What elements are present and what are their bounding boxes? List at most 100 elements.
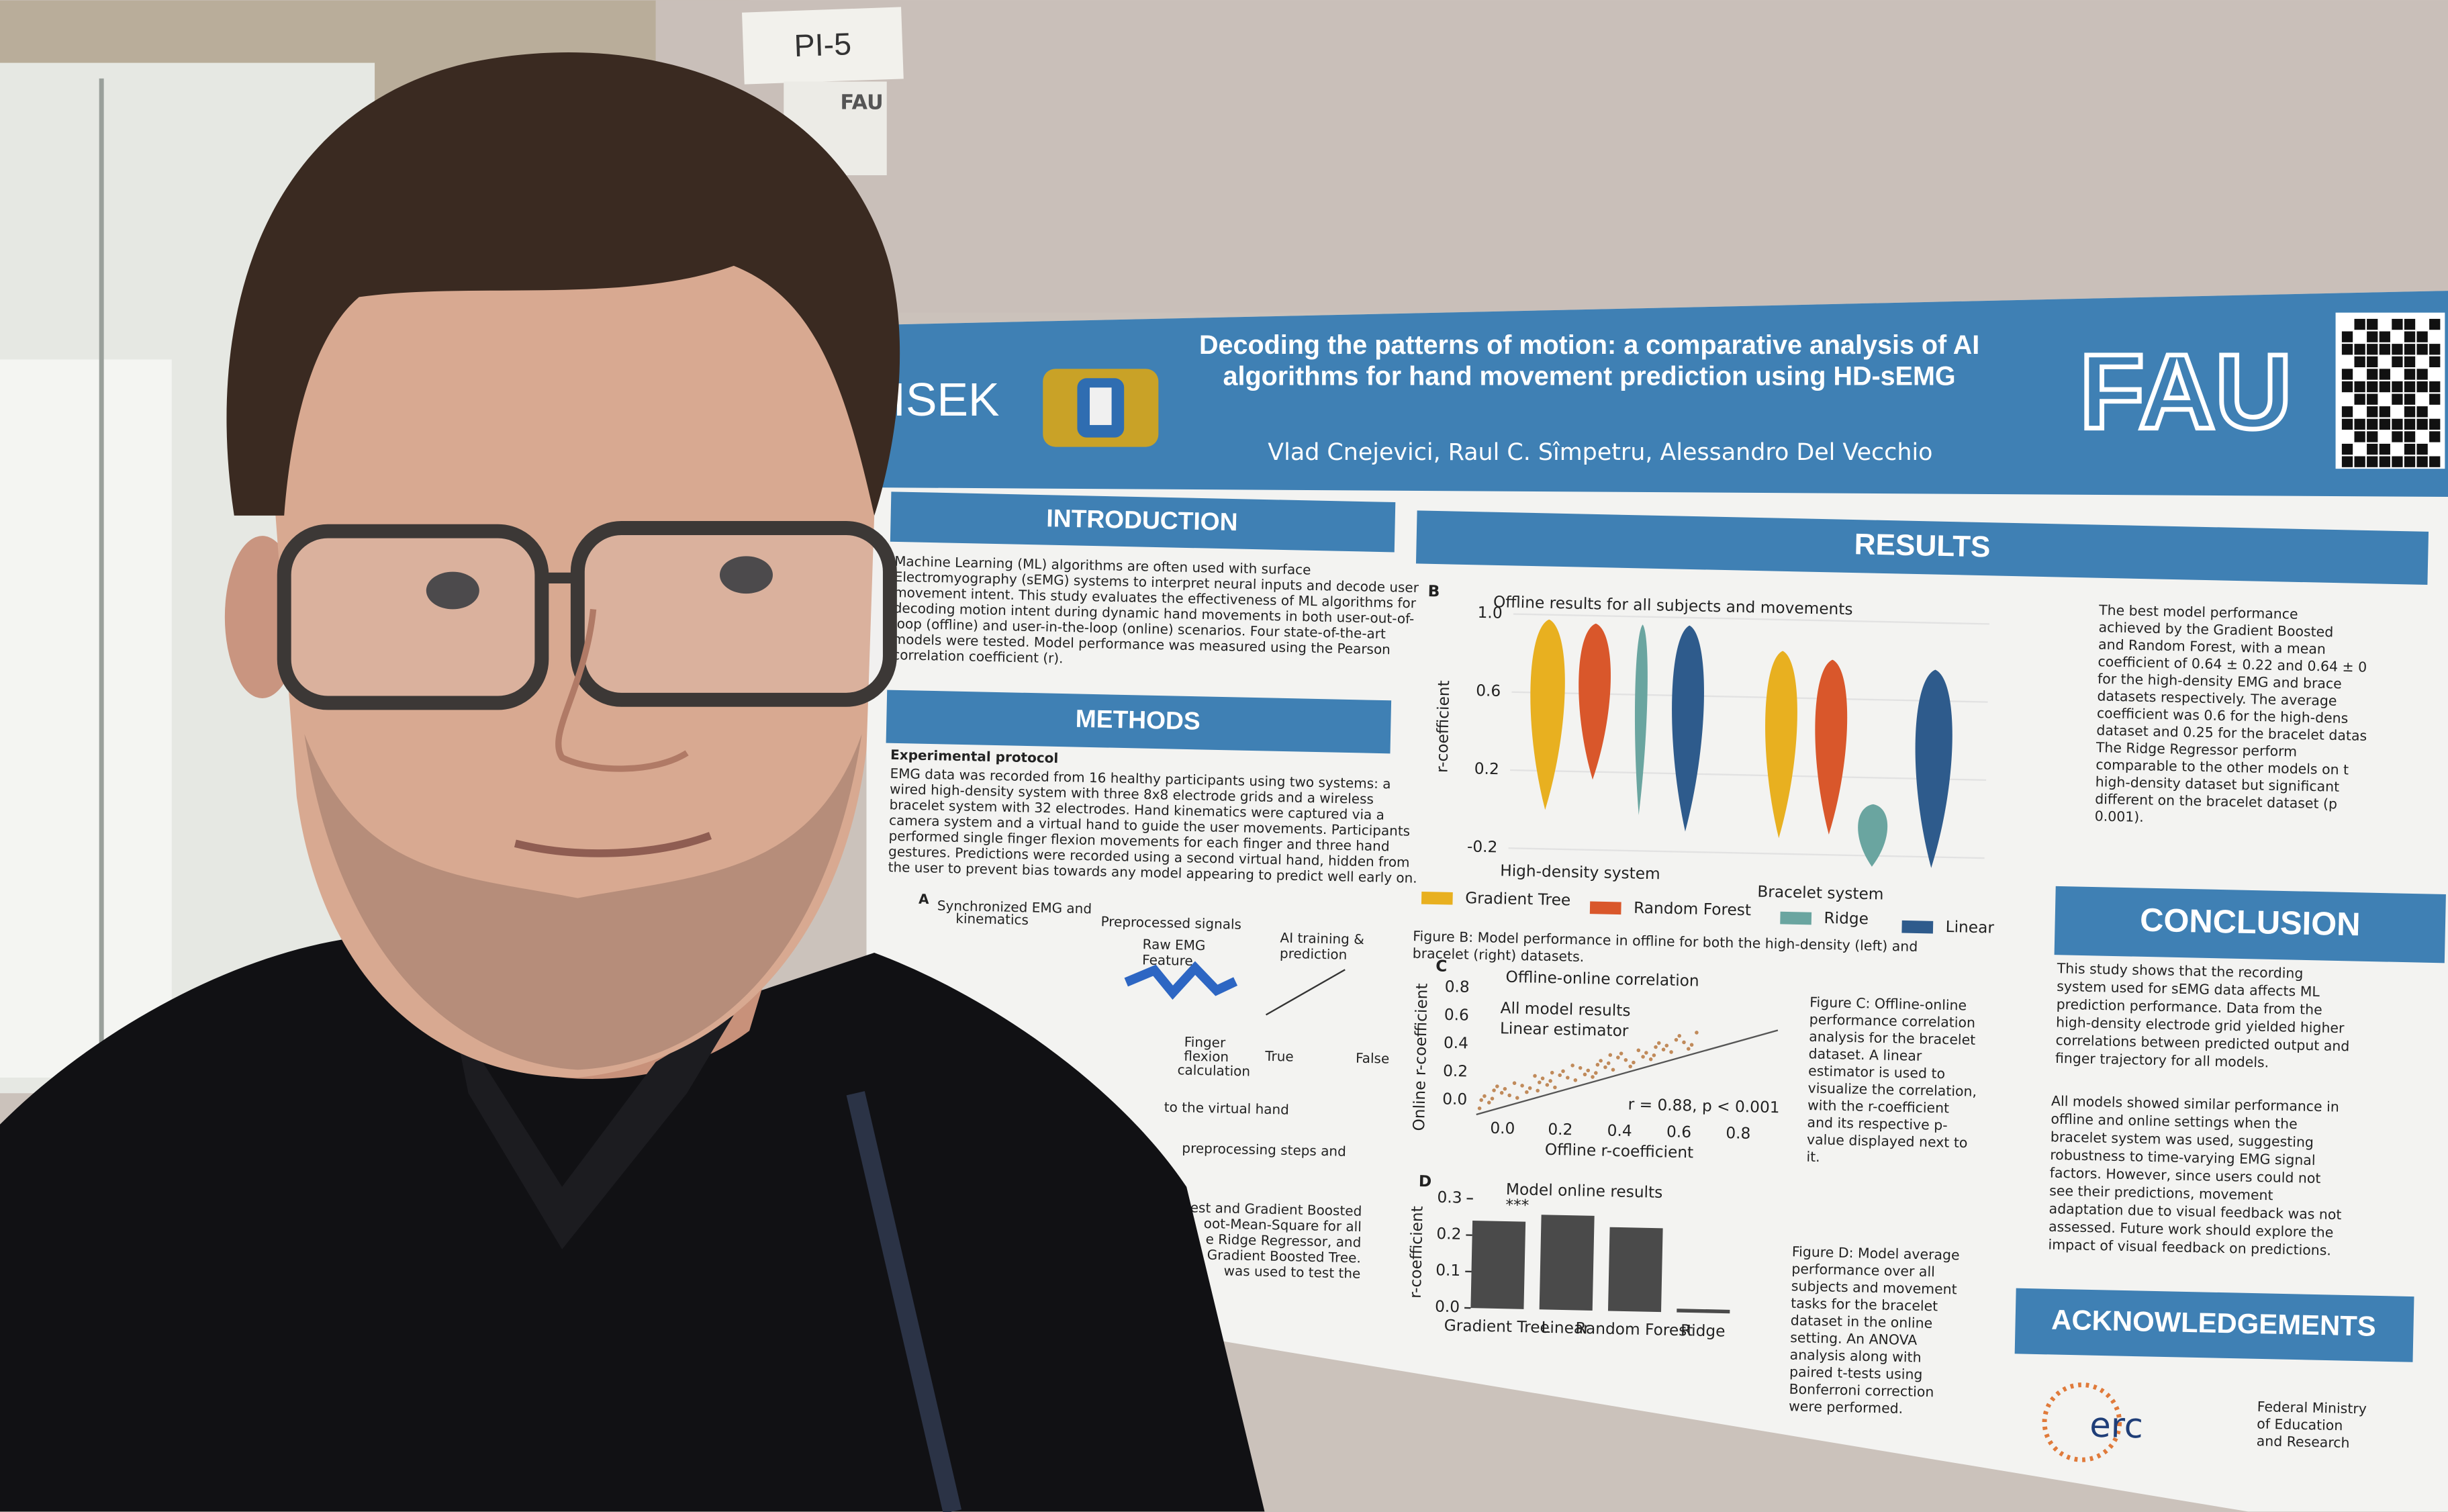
caption-line: estimator is used to xyxy=(1808,1063,1945,1082)
scatter-dot xyxy=(1616,1055,1620,1059)
glasses-lens xyxy=(277,524,549,710)
y-tick-label: 0.2 xyxy=(1474,759,1500,778)
bar xyxy=(1607,1227,1663,1313)
legend-label: All model results xyxy=(1500,999,1630,1020)
section-heading: ACKNOWLEDGEMENTS xyxy=(2051,1304,2376,1342)
legend-label: Ridge xyxy=(1824,909,1869,928)
qr-cell xyxy=(2404,344,2416,355)
legend-swatch xyxy=(1901,920,1934,934)
qr-cell xyxy=(2429,431,2441,442)
caption-line: paired t-tests using xyxy=(1789,1364,1923,1382)
qr-pattern xyxy=(2341,318,2441,467)
body-line: oot-Mean-Square for all xyxy=(1204,1215,1362,1235)
logo-text: ISEK xyxy=(893,373,1000,426)
scatter-dot xyxy=(1599,1059,1603,1063)
body-line: correlation coefficient (r). xyxy=(892,647,1064,666)
y-tick-label: 0.0 xyxy=(1442,1090,1468,1108)
figure-text: flexion xyxy=(1184,1048,1229,1065)
qr-cell xyxy=(2416,344,2428,355)
qr-cell xyxy=(2367,418,2378,430)
trend-line xyxy=(1265,969,1346,1016)
qr-cell xyxy=(2354,431,2365,442)
scatter-dot xyxy=(1623,1057,1628,1062)
scatter-dot xyxy=(1548,1079,1552,1083)
eye xyxy=(426,571,479,610)
logo-text: erc xyxy=(2089,1406,2144,1447)
violin xyxy=(1530,619,1565,810)
qr-cell xyxy=(2429,418,2441,430)
axis-label: Online r-coefficient xyxy=(1410,983,1431,1131)
qr-cell xyxy=(2429,393,2441,405)
person xyxy=(0,52,1265,1512)
qr-cell xyxy=(2354,393,2365,405)
scatter-dot xyxy=(1695,1031,1699,1035)
body-line: est and Gradient Boosted xyxy=(1190,1199,1362,1219)
emg-waveform xyxy=(1124,961,1238,1000)
poster-sheet xyxy=(866,291,2448,1512)
qr-cell xyxy=(2367,456,2378,467)
qr-cell xyxy=(2416,418,2428,430)
grid-line xyxy=(1513,613,1989,625)
figure-text: Raw EMG xyxy=(1142,936,1205,953)
scatter-dot xyxy=(1515,1096,1519,1100)
violin xyxy=(1815,659,1848,835)
figure-text: Preprocessed signals xyxy=(1100,913,1241,932)
figure-text: calculation xyxy=(1177,1061,1250,1079)
beard xyxy=(304,734,862,1070)
violin xyxy=(1858,804,1888,867)
wall-top xyxy=(655,0,2448,313)
caption-line: and its respective p- xyxy=(1807,1115,1948,1133)
body-line: e Ridge Regressor, and xyxy=(1205,1231,1361,1250)
scatter-dot xyxy=(1561,1069,1565,1074)
qr-cell xyxy=(2354,318,2365,330)
y-tick-label: 0.0 xyxy=(1435,1298,1460,1317)
qr-cell xyxy=(2367,406,2378,418)
caption-line: dataset in the online xyxy=(1791,1312,1933,1331)
mouth xyxy=(514,832,712,857)
scatter-dot xyxy=(1525,1090,1529,1094)
x-tick-label: 0.8 xyxy=(1726,1124,1751,1143)
legend-label: Linear estimator xyxy=(1500,1019,1629,1040)
qr-cell xyxy=(2354,456,2365,467)
qr-cell xyxy=(2379,344,2390,355)
scatter-dot xyxy=(1499,1090,1504,1095)
body-line: Gradient Boosted Tree. xyxy=(1207,1247,1362,1266)
figure-text: AI training & xyxy=(1280,929,1364,947)
curtain xyxy=(0,359,172,1078)
caption-line: tasks for the bracelet xyxy=(1791,1295,1938,1315)
scatter-dot xyxy=(1586,1068,1591,1073)
caption-line: setting. An ANOVA xyxy=(1790,1329,1918,1348)
caption-line: Bonferroni correction xyxy=(1789,1381,1934,1401)
caption-line: were performed. xyxy=(1789,1398,1903,1417)
section-heading-bar xyxy=(1415,510,2429,585)
qr-cell xyxy=(2354,356,2365,368)
figure-label: B xyxy=(1427,582,1440,600)
fit-line xyxy=(1476,1029,1779,1116)
scatter-dot xyxy=(1606,1061,1611,1066)
section-heading: CONCLUSION xyxy=(2140,902,2361,943)
figure-text: preprocessing steps and xyxy=(1182,1140,1346,1160)
crest xyxy=(1043,369,1159,447)
axis-label: r-coefficient xyxy=(1407,1206,1427,1298)
caption-line: it. xyxy=(1806,1149,1820,1165)
qr-cell xyxy=(2404,369,2416,380)
scatter-dot xyxy=(1558,1073,1562,1078)
section-heading: INTRODUCTION xyxy=(1046,504,1238,536)
qr-cell xyxy=(2416,456,2428,467)
scatter-dot xyxy=(1611,1068,1615,1072)
shirt xyxy=(0,937,1265,1512)
poster-title: algorithms for hand movement prediction … xyxy=(1223,362,1956,391)
qr-cell xyxy=(2367,393,2378,405)
qr-cell xyxy=(2429,356,2441,368)
group-label: Bracelet system xyxy=(1757,883,1884,904)
qr-cell xyxy=(2367,443,2378,455)
body-line: 0.001). xyxy=(2095,808,2145,825)
axis-label: Offline r-coefficient xyxy=(1545,1141,1694,1162)
x-tick-label: 0.0 xyxy=(1490,1119,1515,1138)
caption-line: visualize the correlation, xyxy=(1807,1080,1977,1099)
poster-header xyxy=(866,291,2448,498)
qr-cell xyxy=(2379,331,2390,342)
section-heading-bar xyxy=(2014,1288,2414,1362)
subheading: Experimental protocol xyxy=(890,747,1059,766)
qr-cell xyxy=(2404,406,2416,418)
